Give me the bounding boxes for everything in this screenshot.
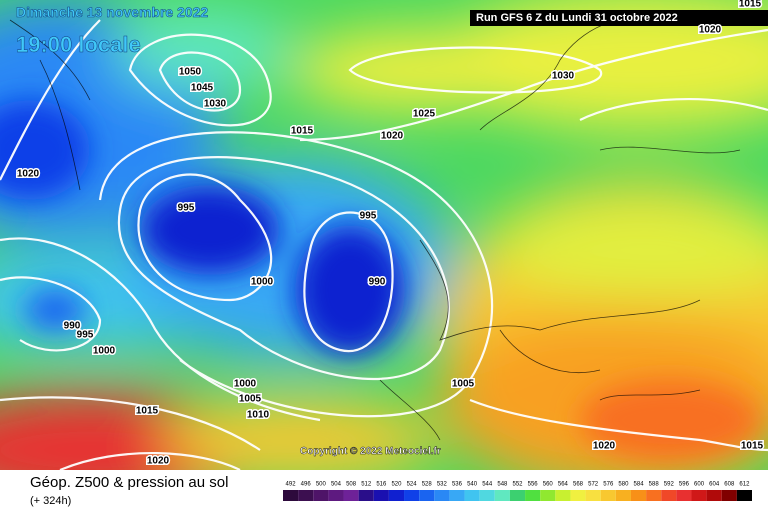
scale-swatch (358, 490, 374, 501)
isobar-label: 1015 (739, 0, 762, 10)
scale-label: 520 (391, 482, 402, 488)
scale-swatch (464, 490, 480, 501)
isobar-label: 1010 (247, 410, 270, 421)
isobar-label: 995 (178, 203, 195, 214)
isobar-label: 1005 (239, 394, 262, 405)
scale-label: 532 (437, 482, 448, 488)
scale-label: 572 (588, 482, 599, 488)
copyright: Copyright © 2022 Meteociel.fr (300, 446, 441, 457)
scale-swatch (509, 490, 526, 501)
scale-label: 604 (709, 482, 720, 488)
scale-swatch (449, 490, 465, 501)
scale-label: 516 (376, 482, 387, 488)
scale-swatch (419, 490, 435, 501)
isobar-label: 1015 (291, 126, 314, 137)
isobar-label: 1030 (204, 99, 227, 110)
scale-swatch (661, 490, 677, 501)
scale-swatch (600, 490, 616, 501)
scale-swatch (706, 490, 722, 501)
scale-label: 612 (739, 482, 750, 488)
color-scale: 492 496 500 504 508 512 516 520 524 528 532 536 540 5… (283, 482, 752, 501)
scale-swatch (691, 490, 707, 501)
isobar-label: 1045 (191, 83, 214, 94)
scale-swatch (525, 490, 541, 501)
scale-swatch (404, 490, 420, 501)
isobar-label: 1020 (147, 456, 170, 467)
scale-label: 552 (512, 482, 523, 488)
scale-label: 496 (301, 482, 312, 488)
footer-title: Géop. Z500 & pression au sol (30, 474, 228, 491)
forecast-time: 19:00 locale (16, 32, 141, 57)
isobar-labels: 1050 1045 1030 1015 1020 1025 1030 1020 995 995 10… (15, 0, 765, 468)
scale-swatch (343, 490, 359, 501)
scale-swatch (283, 490, 299, 501)
scale-label: 600 (694, 482, 705, 488)
scale-label: 528 (422, 482, 433, 488)
scale-swatch (494, 490, 510, 501)
isobar-label: 1050 (179, 67, 202, 78)
scale-swatch (298, 490, 314, 501)
scale-swatch (388, 490, 405, 501)
scale-swatch (328, 490, 344, 501)
isobar-label: 1020 (17, 169, 40, 180)
scale-swatch (646, 490, 662, 501)
footer-lead: (+ 324h) (30, 495, 71, 507)
isobar-label: 1020 (381, 131, 404, 142)
isobar-label: 1005 (452, 379, 475, 390)
scale-label: 596 (679, 482, 690, 488)
scale-label: 576 (603, 482, 614, 488)
isobar-label: 1000 (251, 277, 274, 288)
scale-label: 492 (286, 482, 297, 488)
scale-label: 568 (573, 482, 584, 488)
scale-label: 544 (482, 482, 493, 488)
scale-label: 536 (452, 482, 463, 488)
scale-swatch (373, 490, 389, 501)
scale-label: 508 (346, 482, 357, 488)
scale-label: 540 (467, 482, 478, 488)
isobar-label: 990 (369, 277, 386, 288)
isobar-label: 990 (64, 321, 81, 332)
isobar-label: 995 (360, 211, 377, 222)
scale-swatch (721, 490, 737, 501)
isobar-label: 1000 (234, 379, 257, 390)
isobar-label: 1020 (699, 25, 722, 36)
scale-label: 556 (528, 482, 539, 488)
scale-label: 580 (618, 482, 629, 488)
scale-label: 608 (724, 482, 735, 488)
scale-swatch (570, 490, 586, 501)
scale-label: 524 (407, 482, 418, 488)
scale-label: 512 (361, 482, 372, 488)
scale-swatch (434, 490, 450, 501)
scale-swatch (615, 490, 631, 501)
scale-label: 548 (497, 482, 508, 488)
isobar-label: 1025 (413, 109, 436, 120)
scale-label: 564 (558, 482, 569, 488)
scale-swatch (630, 490, 647, 501)
scale-label: 584 (634, 482, 645, 488)
scale-label: 500 (316, 482, 327, 488)
isobar-label: 1015 (136, 406, 159, 417)
run-banner (470, 10, 768, 26)
scale-swatch (479, 490, 495, 501)
run-info: Run GFS 6 Z du Lundi 31 octobre 2022 (476, 12, 678, 24)
scale-label: 588 (649, 482, 660, 488)
isobar-label: 1015 (741, 441, 764, 452)
scale-label: 504 (331, 482, 342, 488)
isobar-label: 1020 (593, 441, 616, 452)
scale-swatch (585, 490, 601, 501)
scale-swatch (540, 490, 556, 501)
forecast-date: Dimanche 13 novembre 2022 (16, 4, 208, 20)
isobar-label: 1000 (93, 346, 116, 357)
isobar-label: 1030 (552, 71, 575, 82)
scale-swatch (736, 490, 752, 501)
scale-swatch (313, 490, 329, 501)
scale-label: 560 (543, 482, 554, 488)
scale-label: 592 (664, 482, 675, 488)
scale-swatch (555, 490, 571, 501)
scale-swatch (676, 490, 692, 501)
isobar-label: 995 (77, 330, 94, 341)
